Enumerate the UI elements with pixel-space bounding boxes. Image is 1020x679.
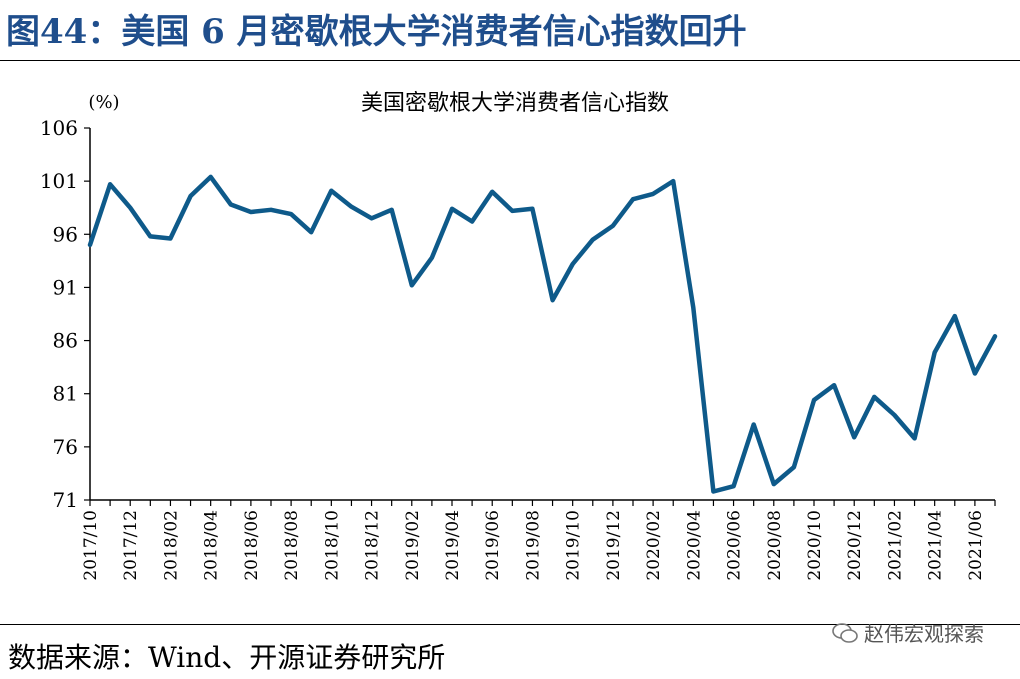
chart-area: 美国密歇根大学消费者信心指数 (%) 71 76 81 86 91 96 101 106 20… <box>0 62 1020 622</box>
series-layer <box>87 174 998 494</box>
x-tick-label: 2020/08 <box>765 510 785 581</box>
y-tick-label: 106 <box>40 116 78 140</box>
y-tick-label: 81 <box>53 382 78 406</box>
x-tick-label: 2020/10 <box>805 510 825 581</box>
line-chart: 美国密歇根大学消费者信心指数 (%) 71 76 81 86 91 96 101 106 20… <box>40 91 998 581</box>
x-tick-label: 2018/10 <box>322 510 342 581</box>
top-rule <box>0 60 1020 61</box>
y-tick-label: 96 <box>53 222 78 246</box>
x-tick-label: 2021/02 <box>885 510 905 581</box>
x-tick-label: 2017/12 <box>121 510 141 581</box>
axes <box>89 128 995 501</box>
x-tick-label: 2019/12 <box>604 510 624 581</box>
x-tick-label: 2018/02 <box>161 510 181 581</box>
bottom-rule <box>0 624 1020 625</box>
x-tick-label: 2020/02 <box>644 510 664 581</box>
x-tick-label: 2020/04 <box>684 510 704 581</box>
x-tick-label: 2021/06 <box>966 510 986 581</box>
y-tick-label: 86 <box>53 329 78 353</box>
y-axis-ticks: 71 76 81 86 91 96 101 106 <box>40 116 90 512</box>
watermark-text: 赵伟宏观探索 <box>864 622 984 646</box>
y-tick-label: 101 <box>40 169 78 193</box>
x-axis-ticks: 2017/10 2017/12 2018/02 2018/04 2018/06 2018/… <box>81 500 996 581</box>
y-axis-unit: (%) <box>88 92 119 113</box>
x-tick-label: 2018/06 <box>242 510 262 581</box>
x-tick-label: 2019/02 <box>403 510 423 581</box>
x-tick-label: 2019/10 <box>564 510 584 581</box>
y-tick-label: 76 <box>53 435 78 459</box>
chart-title: 美国密歇根大学消费者信心指数 <box>361 91 669 116</box>
x-tick-label: 2019/04 <box>443 510 463 581</box>
x-tick-label: 2017/10 <box>81 510 101 581</box>
x-tick-label: 2020/12 <box>845 510 865 581</box>
x-tick-label: 2018/08 <box>282 510 302 581</box>
x-tick-label: 2018/12 <box>363 510 383 581</box>
wechat-icon <box>832 622 858 643</box>
figure-title: 图44：美国 6 月密歇根大学消费者信心指数回升 <box>6 12 747 52</box>
x-tick-label: 2021/04 <box>926 510 946 581</box>
series-line <box>87 174 998 494</box>
x-tick-label: 2018/04 <box>202 510 222 581</box>
watermark: 赵伟宏观探索 <box>832 618 984 647</box>
x-tick-label: 2019/08 <box>523 510 543 581</box>
y-tick-label: 91 <box>53 275 78 299</box>
x-tick-label: 2019/06 <box>483 510 503 581</box>
source-note: 数据来源：Wind、开源证券研究所 <box>8 641 446 674</box>
x-tick-label: 2020/06 <box>725 510 745 581</box>
y-tick-label: 71 <box>53 488 78 512</box>
